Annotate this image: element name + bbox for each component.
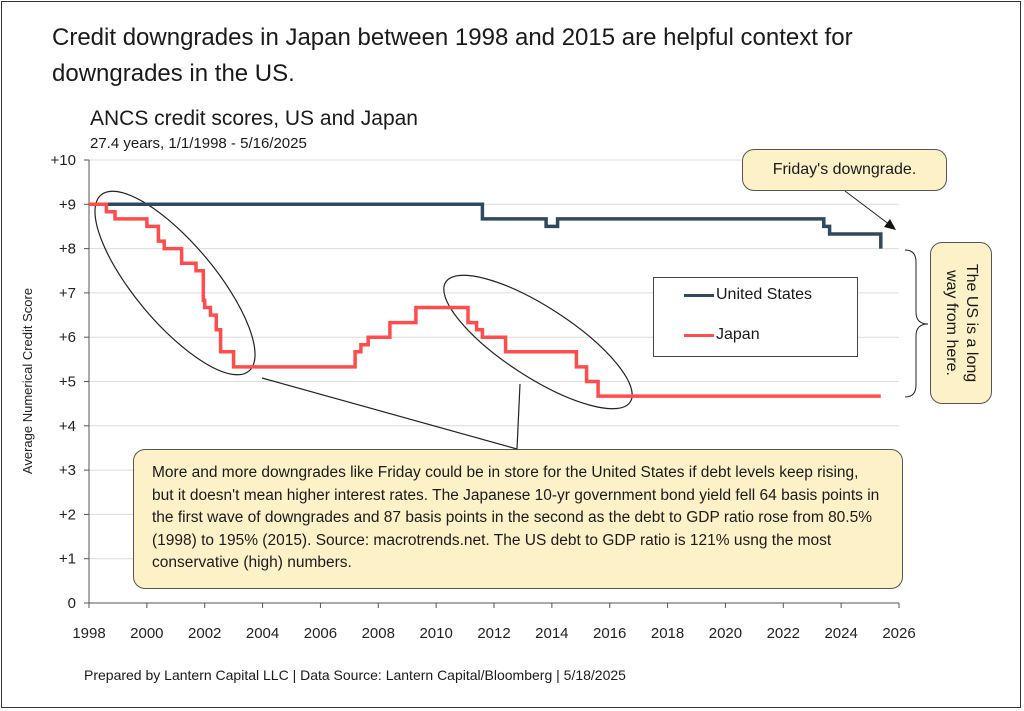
series-line-japan — [89, 202, 881, 398]
highlight-ellipse-second-wave — [443, 274, 633, 410]
friday-arrow-head — [884, 219, 896, 230]
callout-friday-downgrade: Friday's downgrade. — [742, 149, 947, 191]
x-tick-label: 2012 — [477, 625, 510, 642]
x-tick-label: 2016 — [593, 625, 626, 642]
x-tick-label: 2022 — [767, 625, 800, 642]
legend-item-us: United States — [684, 286, 812, 304]
legend-label-us: United States — [716, 286, 813, 303]
y-tick-label: +4 — [59, 418, 76, 435]
x-tick-label: 2004 — [246, 625, 279, 642]
legend-item-japan: Japan — [684, 326, 760, 344]
series-line-united-states — [89, 202, 883, 249]
range-brace — [904, 249, 929, 398]
x-tick-label: 2000 — [130, 625, 163, 642]
x-tick-label: 2024 — [824, 625, 857, 642]
highlight-ellipse-first-wave — [94, 190, 256, 376]
footer-source: Prepared by Lantern Capital LLC | Data S… — [84, 667, 626, 683]
y-tick-label: +1 — [59, 551, 76, 568]
y-tick-label: 0 — [68, 595, 76, 612]
legend-swatch-japan — [684, 333, 714, 337]
y-tick-label: +3 — [59, 462, 76, 479]
y-tick-label: +8 — [59, 241, 76, 258]
connector-line-second — [516, 383, 521, 450]
chart-title: ANCS credit scores, US and Japan — [90, 107, 418, 130]
x-tick-label: 2026 — [882, 625, 915, 642]
legend: United States Japan — [653, 277, 858, 357]
y-tick-label: +10 — [51, 152, 76, 169]
callout-long-way: The US is a long way from here. — [930, 242, 992, 404]
chart-subtitle: 27.4 years, 1/1/1998 - 5/16/2025 — [90, 135, 307, 152]
x-tick-label: 2014 — [535, 625, 568, 642]
callout-explanation: More and more downgrades like Friday cou… — [133, 449, 903, 589]
headline: Credit downgrades in Japan between 1998 … — [52, 24, 853, 87]
y-axis-title: Average Numerical Credit Score — [20, 288, 35, 474]
x-tick-label: 1998 — [72, 625, 105, 642]
x-tick-label: 2008 — [362, 625, 395, 642]
x-tick-label: 2002 — [188, 625, 221, 642]
x-tick-label: 2006 — [304, 625, 337, 642]
x-tick-label: 2020 — [709, 625, 742, 642]
y-tick-label: +2 — [59, 506, 76, 523]
friday-arrow-line — [844, 190, 891, 226]
connector-line-first — [261, 377, 518, 450]
y-tick-label: +6 — [59, 329, 76, 346]
x-tick-label: 2018 — [651, 625, 684, 642]
y-tick-label: +9 — [59, 196, 76, 213]
y-tick-label: +7 — [59, 285, 76, 302]
legend-swatch-us — [684, 293, 714, 297]
legend-label-japan: Japan — [716, 326, 760, 343]
callout-long-way-text: The US is a long way from here. — [943, 263, 980, 383]
x-tick-label: 2010 — [419, 625, 452, 642]
y-tick-label: +5 — [59, 374, 76, 391]
